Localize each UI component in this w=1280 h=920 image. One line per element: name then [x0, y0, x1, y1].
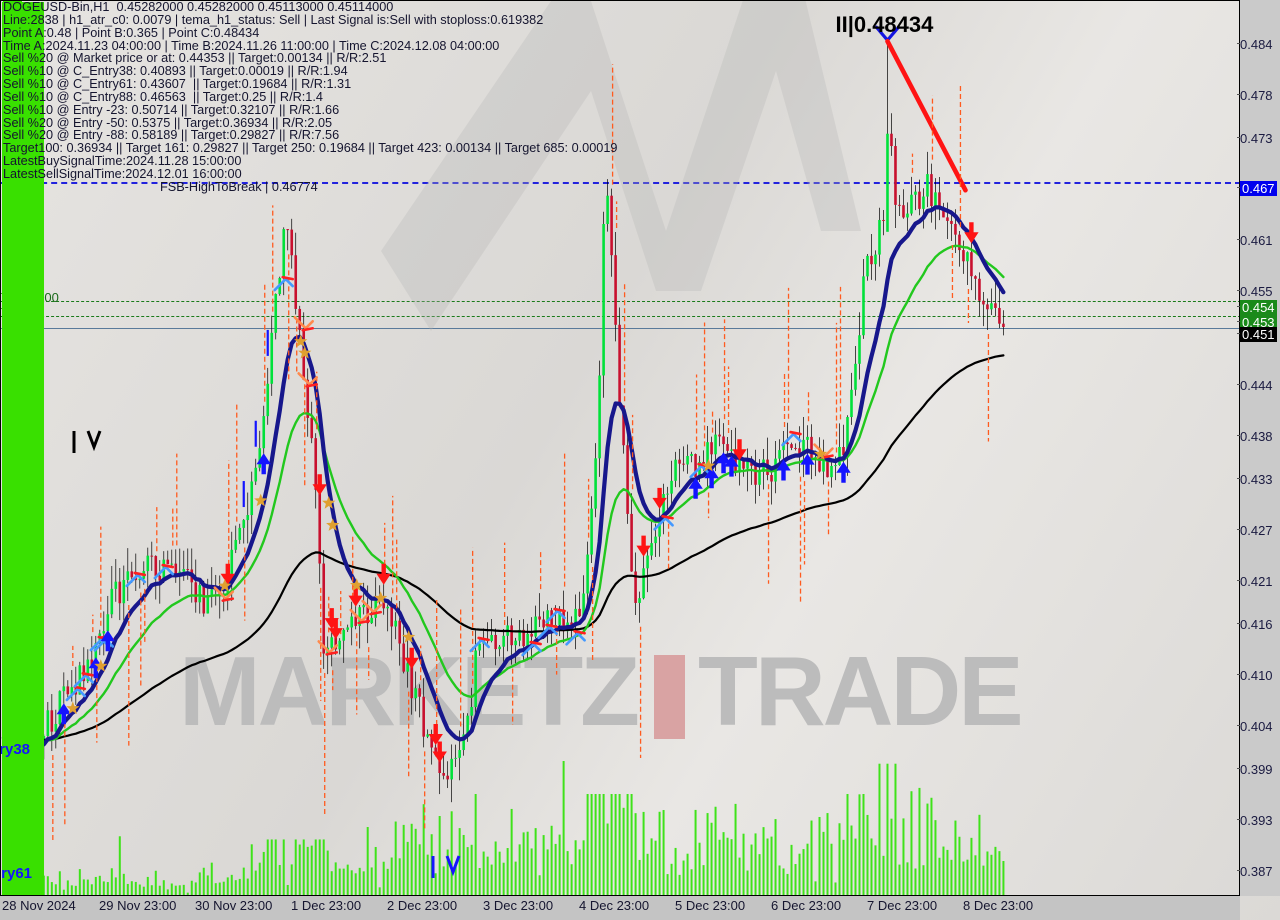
svg-text:II|0.48434: II|0.48434: [835, 12, 934, 37]
